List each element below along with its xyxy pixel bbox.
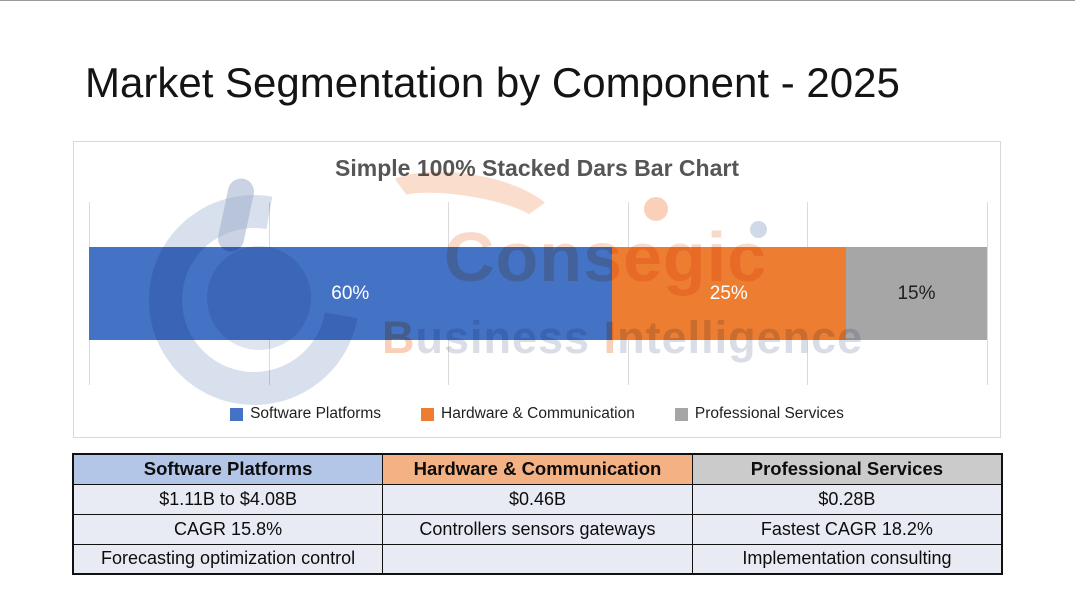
table-row-2: Forecasting optimization control Implemen… — [72, 543, 1003, 575]
legend-label: Software Platforms — [250, 405, 382, 422]
bar-segment-label: 25% — [709, 282, 748, 304]
stacked-bar: 60% 25% 15% — [89, 247, 987, 340]
plot-area: 60% 25% 15% — [89, 142, 988, 437]
bar-segment-2: 15% — [846, 247, 987, 340]
bar-segment-0: 60% — [89, 247, 612, 340]
table-cell-0-2: $0.28B — [691, 483, 1003, 515]
table-cell-2-1 — [382, 543, 693, 575]
table-cell-0-0: $1.11B to $4.08B — [72, 483, 384, 515]
legend-item-0: Software Platforms — [230, 405, 381, 423]
chart-legend: Software Platforms Hardware & Communicati… — [74, 405, 1000, 423]
legend-marker-icon — [674, 407, 688, 421]
table-cell-2-0: Forecasting optimization control — [72, 543, 384, 575]
legend-item-1: Hardware & Communication — [421, 405, 635, 423]
chart-card: Simple 100% Stacked Dars Bar Chart 60% 25… — [73, 141, 1001, 447]
table-cell-1-0: CAGR 15.8% — [72, 513, 384, 545]
table-cell-0-1: $0.46B — [382, 483, 693, 515]
table-cell-1-1: Controllers sensors gateways — [382, 513, 693, 545]
table-cell-1-2: Fastest CAGR 18.2% — [691, 513, 1003, 545]
legend-item-2: Professional Services — [674, 405, 844, 423]
table-header-cell-1: Hardware & Communication — [382, 453, 693, 485]
legend-label: Professional Services — [694, 405, 844, 422]
bar-segment-1: 25% — [611, 247, 846, 340]
info-table: Software Platforms Hardware & Communicati… — [72, 453, 1003, 575]
bar-segment-label: 15% — [897, 282, 936, 304]
table-header-row: Software Platforms Hardware & Communicati… — [72, 453, 1003, 485]
table-row-1: CAGR 15.8% Controllers sensors gateways Fa… — [72, 513, 1003, 545]
legend-marker-icon — [421, 407, 435, 421]
table-cell-2-2: Implementation consulting — [691, 543, 1003, 575]
table-header-cell-0: Software Platforms — [72, 453, 384, 485]
gridline-100 — [987, 202, 988, 385]
chart-title: Simple 100% Stacked Dars Bar Chart — [335, 155, 739, 181]
legend-label: Hardware & Communication — [441, 405, 635, 422]
legend-marker-icon — [230, 407, 244, 421]
page-title: Market Segmentation by Component - 2025 — [85, 59, 900, 106]
table-row-0: $1.11B to $4.08B $0.46B $0.28B — [72, 483, 1003, 515]
bar-segment-label: 60% — [331, 282, 370, 304]
table-header-cell-2: Professional Services — [691, 453, 1003, 485]
